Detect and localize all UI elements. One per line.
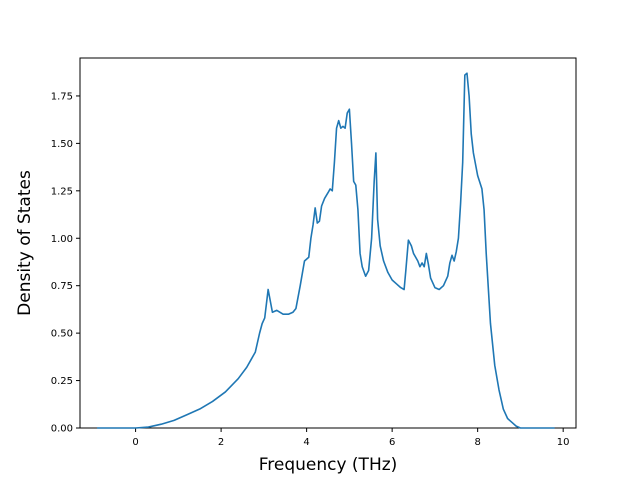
dos-series-line: [97, 72, 555, 429]
y-tick-label: 1.25: [51, 186, 73, 197]
y-tick-label: 0.00: [51, 424, 73, 435]
x-tick-label: 0: [132, 437, 138, 448]
y-axis-ticks: 0.00 0.25 0.50 0.75 1.00 1.25 1.50 1.75: [51, 91, 80, 435]
y-axis-label: Density of States: [15, 170, 35, 316]
y-tick-label: 0.50: [51, 329, 73, 340]
x-tick-label: 2: [218, 437, 224, 448]
y-tick-label: 0.75: [51, 281, 73, 292]
x-tick-label: 10: [557, 437, 570, 448]
x-axis-ticks: 0 2 4 6 8 10: [132, 428, 570, 448]
x-axis-label: Frequency (THz): [259, 455, 398, 475]
y-tick-label: 1.50: [51, 139, 73, 150]
x-tick-label: 4: [303, 437, 309, 448]
x-tick-label: 6: [389, 437, 395, 448]
x-tick-label: 8: [474, 437, 480, 448]
y-tick-label: 0.25: [51, 376, 73, 387]
y-tick-label: 1.00: [51, 234, 73, 245]
y-tick-label: 1.75: [51, 91, 73, 102]
plot-area: [79, 57, 577, 429]
